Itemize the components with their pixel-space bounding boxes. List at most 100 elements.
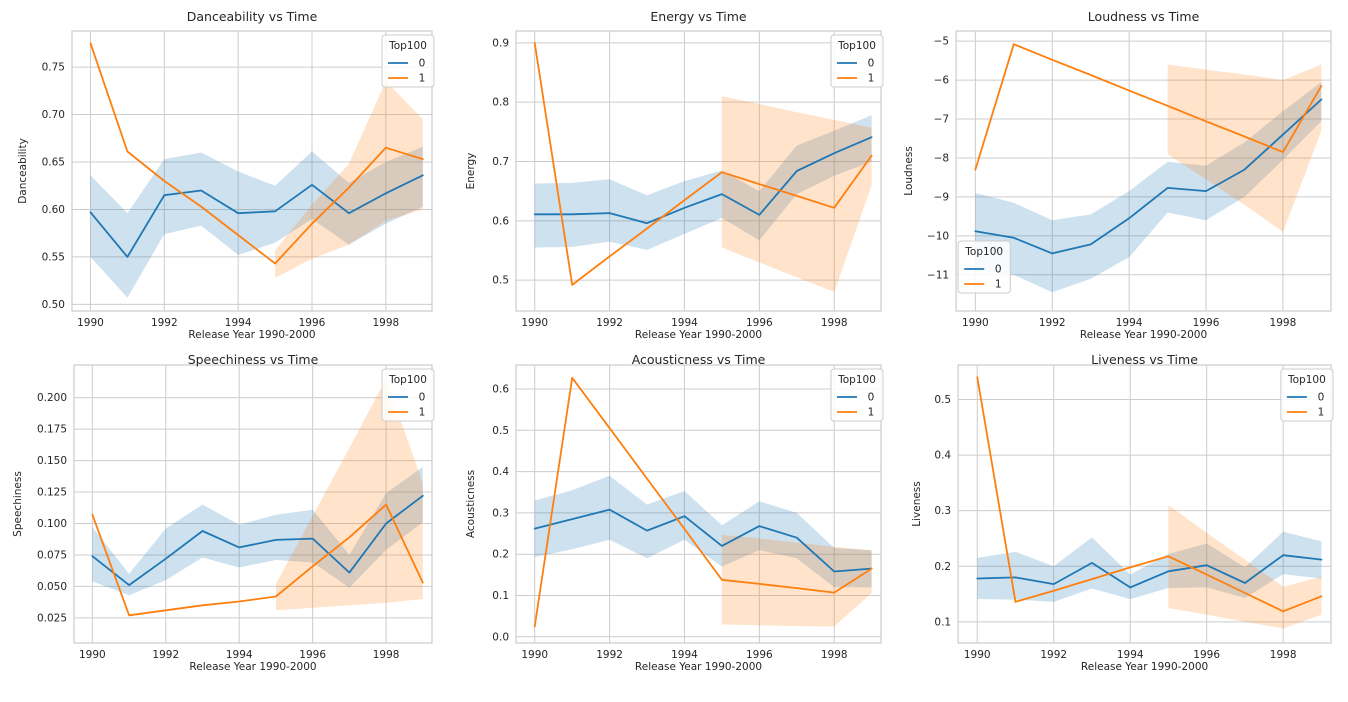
svg-text:−8: −8 xyxy=(934,152,950,164)
svg-text:1996: 1996 xyxy=(746,649,773,661)
svg-text:1996: 1996 xyxy=(746,317,773,329)
svg-text:0.075: 0.075 xyxy=(37,549,67,561)
svg-text:1992: 1992 xyxy=(151,317,178,329)
chart-loudness: 1990 1992 1994 1996 1998 −11 −10 −9 −8 −7 −6 −5 Loud… xyxy=(898,0,1348,351)
svg-text:0.150: 0.150 xyxy=(37,455,67,467)
svg-text:1996: 1996 xyxy=(1193,317,1220,329)
chart-canvas-danceability: 1990 1992 1994 1996 1998 0.50 0.55 0.60 0.65 0.70… xyxy=(17,9,435,341)
legend-entry-label: 1 xyxy=(419,73,426,85)
plot-border xyxy=(71,30,433,312)
confidence-band-0 xyxy=(90,146,423,298)
chart-danceability: 1990 1992 1994 1996 1998 0.50 0.55 0.60 0.65 0.70… xyxy=(0,0,449,351)
svg-text:1998: 1998 xyxy=(821,317,848,329)
svg-text:0.8: 0.8 xyxy=(492,97,509,109)
svg-text:1994: 1994 xyxy=(671,317,698,329)
legend: Top100 0 1 xyxy=(957,240,1011,294)
series-line-1 xyxy=(533,42,873,286)
svg-text:0.1: 0.1 xyxy=(934,616,951,628)
svg-text:0.4: 0.4 xyxy=(492,466,509,478)
svg-text:0.3: 0.3 xyxy=(934,505,951,517)
svg-text:1994: 1994 xyxy=(1116,317,1143,329)
series-line-0 xyxy=(91,494,424,587)
gridlines xyxy=(72,31,432,311)
chart-title: Liveness vs Time xyxy=(1091,352,1198,367)
tick-labels: 1990 1992 1994 1996 1998 0.025 0.050 0.075 0.100… xyxy=(37,392,400,661)
series-line-0 xyxy=(974,98,1323,255)
series-line-0 xyxy=(533,508,873,573)
series-line-1 xyxy=(976,376,1323,613)
svg-text:0.70: 0.70 xyxy=(42,109,65,121)
confidence-band-1 xyxy=(721,96,872,292)
plot-border xyxy=(515,364,882,644)
series-line-0 xyxy=(89,174,424,258)
svg-text:0.60: 0.60 xyxy=(42,204,65,216)
plot-border xyxy=(73,364,433,644)
y-axis-label: Liveness xyxy=(911,481,923,526)
legend-title: Top100 xyxy=(1287,374,1326,386)
svg-text:0.7: 0.7 xyxy=(492,156,509,168)
svg-text:0.175: 0.175 xyxy=(37,424,67,436)
gridlines xyxy=(516,31,881,311)
legend: Top100 0 1 xyxy=(1280,368,1334,422)
svg-text:0.125: 0.125 xyxy=(37,487,67,499)
legend-entry-label: 1 xyxy=(1318,407,1325,419)
legend-entry-label: 0 xyxy=(419,58,426,70)
legend: Top100 0 1 xyxy=(830,368,884,422)
svg-text:0.1: 0.1 xyxy=(492,590,509,602)
legend: Top100 0 1 xyxy=(830,34,884,88)
confidence-band-0 xyxy=(977,531,1322,602)
svg-text:1990: 1990 xyxy=(962,317,989,329)
y-axis-label: Acousticness xyxy=(465,470,477,538)
legend-entry-label: 1 xyxy=(868,73,875,85)
svg-text:1996: 1996 xyxy=(299,649,326,661)
svg-text:0.5: 0.5 xyxy=(934,394,951,406)
svg-text:1992: 1992 xyxy=(152,649,179,661)
tick-labels: 1990 1992 1994 1996 1998 0.0 0.1 0.2 0.3 0.4 0.5 0.… xyxy=(492,383,847,661)
chart-canvas-energy: 1990 1992 1994 1996 1998 0.5 0.6 0.7 0.8 0.9 Energ… xyxy=(465,9,884,341)
legend-entry-label: 1 xyxy=(419,407,426,419)
legend-title: Top100 xyxy=(837,374,876,386)
legend-title: Top100 xyxy=(964,246,1003,258)
legend-entry-label: 1 xyxy=(995,279,1002,291)
confidence-band-1 xyxy=(275,81,423,278)
tick-labels: 1990 1992 1994 1996 1998 −11 −10 −9 −8 −7 −6 −5 xyxy=(927,36,1296,329)
svg-text:1990: 1990 xyxy=(521,649,548,661)
confidence-band-1 xyxy=(1167,64,1322,232)
svg-text:0.65: 0.65 xyxy=(42,156,65,168)
svg-text:1994: 1994 xyxy=(671,649,698,661)
gridlines xyxy=(74,365,432,643)
svg-text:1992: 1992 xyxy=(596,649,623,661)
svg-text:0.2: 0.2 xyxy=(492,549,509,561)
svg-text:0.200: 0.200 xyxy=(37,392,67,404)
chart-acousticness: 1990 1992 1994 1996 1998 0.0 0.1 0.2 0.3 0.4 0.5 0.… xyxy=(449,351,898,702)
legend-title: Top100 xyxy=(388,374,427,386)
legend-entry-label: 0 xyxy=(995,264,1002,276)
x-axis-label: Release Year 1990-2000 xyxy=(1081,661,1208,673)
svg-text:1994: 1994 xyxy=(225,317,252,329)
series-line-1 xyxy=(533,376,873,628)
svg-text:0.9: 0.9 xyxy=(492,37,509,49)
svg-text:1990: 1990 xyxy=(79,649,106,661)
legend-title: Top100 xyxy=(837,40,876,52)
svg-text:0.3: 0.3 xyxy=(492,507,509,519)
svg-text:−11: −11 xyxy=(927,269,949,281)
y-axis-label: Speechiness xyxy=(12,471,24,537)
svg-text:1996: 1996 xyxy=(299,317,326,329)
svg-text:1992: 1992 xyxy=(596,317,623,329)
svg-text:1998: 1998 xyxy=(1270,649,1297,661)
confidence-band-0 xyxy=(975,82,1322,293)
confidence-band-1 xyxy=(721,534,872,627)
chart-canvas-acousticness: 1990 1992 1994 1996 1998 0.0 0.1 0.2 0.3 0.4 0.5 0.… xyxy=(465,352,884,673)
legend-entry-label: 0 xyxy=(868,58,875,70)
chart-canvas-loudness: 1990 1992 1994 1996 1998 −11 −10 −9 −8 −7 −6 −5 Loud… xyxy=(903,9,1332,341)
chart-title: Loudness vs Time xyxy=(1088,9,1200,24)
series-line-0 xyxy=(976,554,1323,589)
y-axis-label: Danceability xyxy=(17,138,29,204)
svg-text:0.100: 0.100 xyxy=(37,518,67,530)
svg-text:0.0: 0.0 xyxy=(492,631,509,643)
svg-text:−5: −5 xyxy=(934,36,950,48)
legend-entry-label: 1 xyxy=(868,407,875,419)
svg-text:0.55: 0.55 xyxy=(42,251,65,263)
series-line-1 xyxy=(974,43,1323,171)
chart-canvas-liveness: 1990 1992 1994 1996 1998 0.1 0.2 0.3 0.4 0.5 Liven… xyxy=(911,352,1334,673)
